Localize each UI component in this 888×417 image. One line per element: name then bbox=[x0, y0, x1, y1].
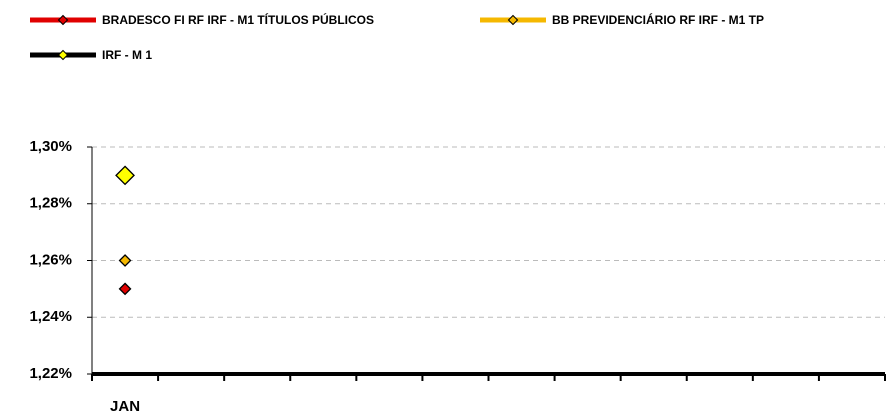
y-tick-label: 1,28% bbox=[29, 195, 72, 212]
point-marker bbox=[115, 165, 135, 186]
legend-marker bbox=[57, 49, 69, 61]
y-tick-label: 1,24% bbox=[29, 308, 72, 325]
x-tick-label: JAN bbox=[110, 398, 140, 415]
legend-label: IRF - M 1 bbox=[102, 48, 152, 62]
legend-label: BB PREVIDENCIÁRIO RF IRF - M1 TP bbox=[552, 12, 764, 27]
point-marker bbox=[118, 254, 132, 267]
y-tick-label: 1,22% bbox=[29, 365, 72, 382]
legend-marker bbox=[507, 14, 519, 26]
legend-label: BRADESCO FI RF IRF - M1 TÍTULOS PÚBLICOS bbox=[102, 12, 374, 27]
y-tick-label: 1,26% bbox=[29, 251, 72, 268]
legend-marker bbox=[57, 14, 69, 26]
point-marker bbox=[118, 282, 132, 296]
y-tick-label: 1,30% bbox=[29, 138, 72, 155]
